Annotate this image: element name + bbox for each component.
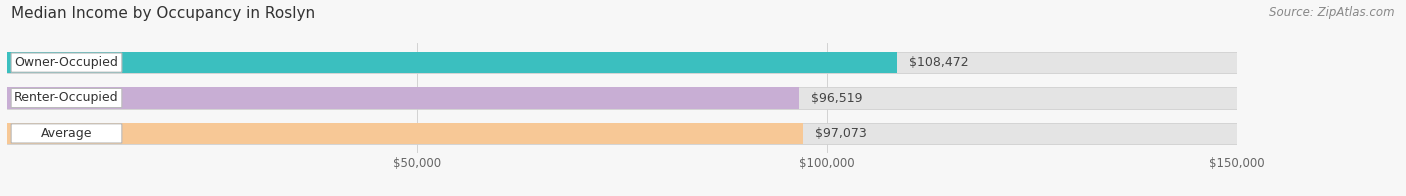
Text: Renter-Occupied: Renter-Occupied (14, 92, 118, 104)
Text: $108,472: $108,472 (910, 56, 969, 69)
Bar (7, 52, 1237, 73)
Text: Source: ZipAtlas.com: Source: ZipAtlas.com (1270, 6, 1395, 19)
FancyBboxPatch shape (11, 124, 122, 143)
Bar (7, 123, 1237, 144)
Bar (7, 87, 799, 109)
Text: $97,073: $97,073 (815, 127, 868, 140)
FancyBboxPatch shape (11, 88, 122, 108)
Text: Owner-Occupied: Owner-Occupied (14, 56, 118, 69)
Bar (7, 52, 897, 73)
Bar (7, 123, 803, 144)
FancyBboxPatch shape (11, 53, 122, 72)
Text: Average: Average (41, 127, 93, 140)
Text: Median Income by Occupancy in Roslyn: Median Income by Occupancy in Roslyn (11, 6, 315, 21)
Text: $96,519: $96,519 (811, 92, 862, 104)
Bar (7, 87, 1237, 109)
